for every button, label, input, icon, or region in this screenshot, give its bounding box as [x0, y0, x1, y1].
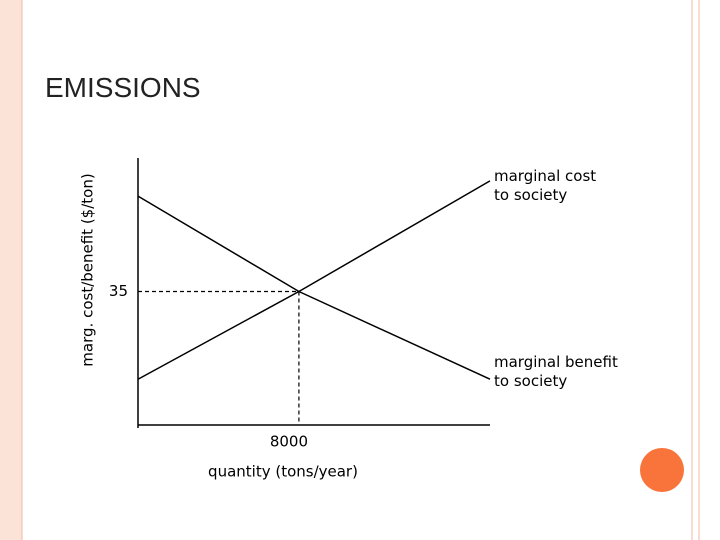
series-label: marginal cost to society — [494, 166, 597, 204]
y-tick-label: 35 — [109, 282, 128, 300]
series-label: marginal benefit to society — [494, 353, 618, 391]
x-axis-label: quantity (tons/year) — [208, 463, 358, 481]
slide-title: EMISSIONS — [45, 72, 201, 103]
side-band — [0, 0, 22, 540]
x-tick-label: 8000 — [270, 433, 308, 451]
y-axis-label: marg. cost/benefit ($/ton) — [79, 173, 97, 366]
ornament — [640, 448, 684, 492]
series-line — [137, 180, 491, 380]
series-line — [137, 195, 491, 380]
